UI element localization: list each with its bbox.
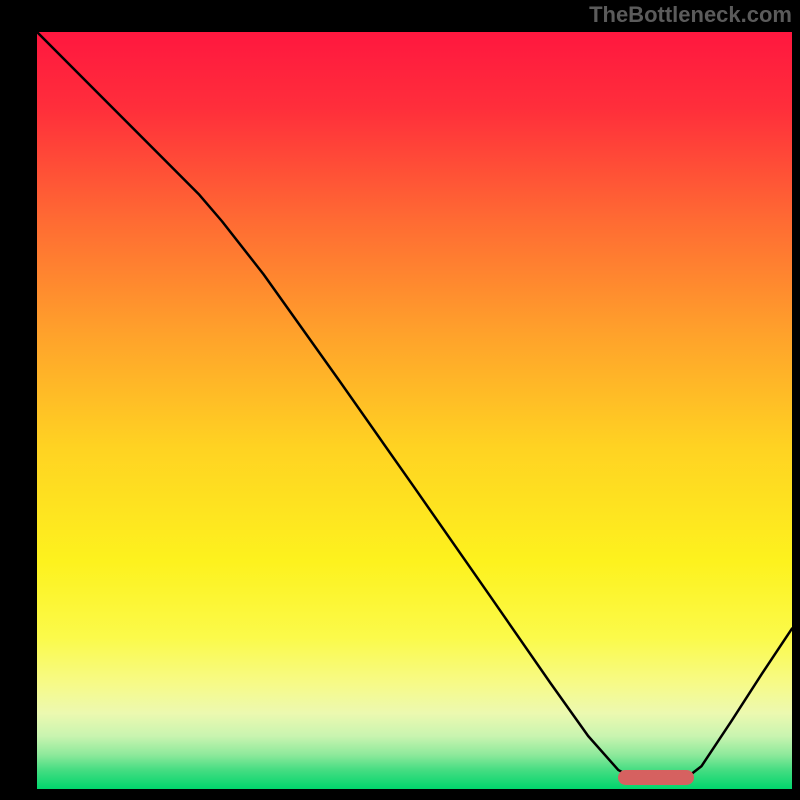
watermark-text: TheBottleneck.com [589, 2, 792, 28]
optimal-range-marker [618, 770, 694, 785]
bottleneck-chart: TheBottleneck.com [0, 0, 800, 800]
plot-area [37, 32, 792, 789]
bottleneck-curve [37, 32, 792, 789]
